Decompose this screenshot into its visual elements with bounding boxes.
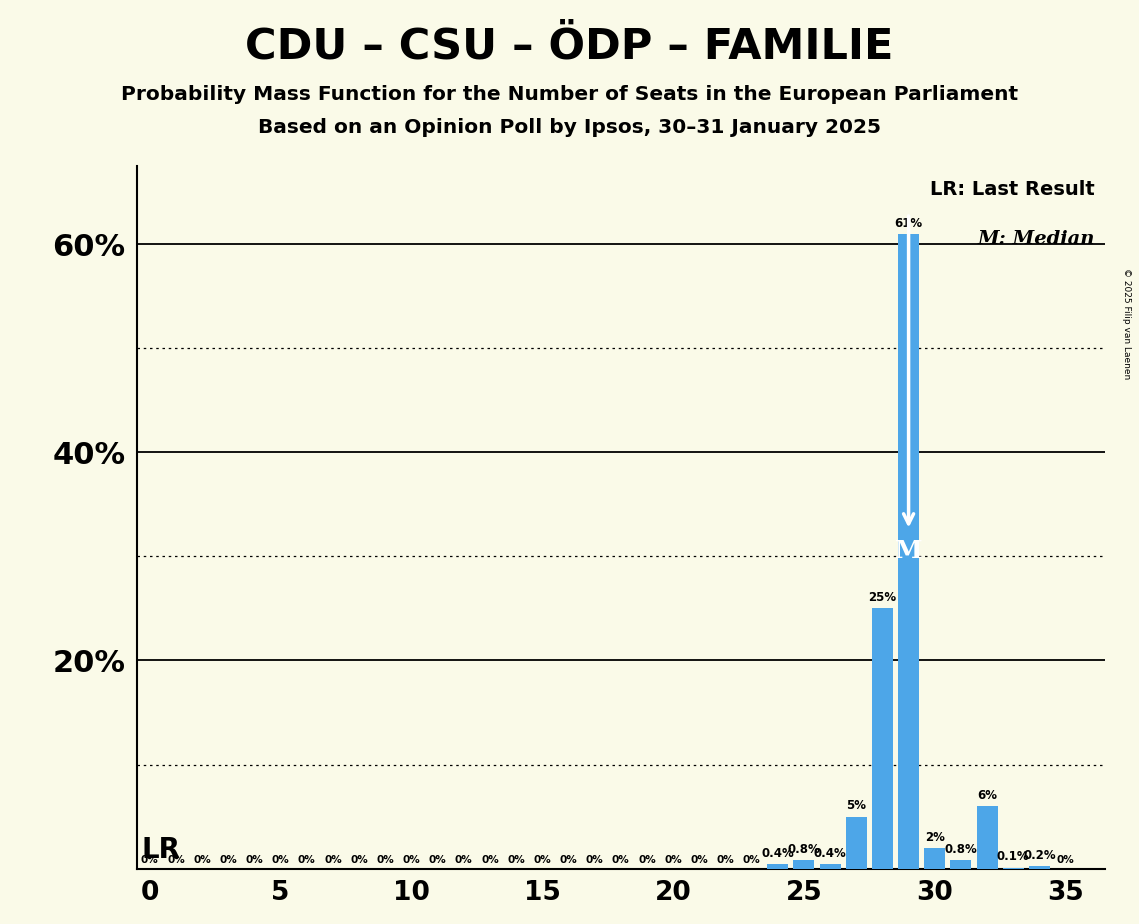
Bar (976, 806, 998, 869)
Text: 0%: 0% (194, 856, 211, 866)
Bar (820, 864, 841, 869)
Text: 0%: 0% (246, 856, 263, 866)
Text: CDU – CSU – ÖDP – FAMILIE: CDU – CSU – ÖDP – FAMILIE (245, 26, 894, 67)
Text: 0%: 0% (481, 856, 499, 866)
Text: 25%: 25% (868, 591, 896, 604)
Bar (872, 609, 893, 869)
Text: 0.8%: 0.8% (944, 843, 977, 856)
Bar (794, 860, 814, 869)
Text: Based on an Opinion Poll by Ipsos, 30–31 January 2025: Based on an Opinion Poll by Ipsos, 30–31… (259, 118, 880, 138)
Text: 0%: 0% (350, 856, 368, 866)
Text: 0%: 0% (141, 856, 158, 866)
Text: LR: Last Result: LR: Last Result (931, 180, 1095, 200)
Text: 0%: 0% (638, 856, 656, 866)
Text: 6%: 6% (977, 789, 997, 802)
Text: 0%: 0% (220, 856, 237, 866)
Bar (768, 864, 788, 869)
Text: 0%: 0% (716, 856, 735, 866)
Text: 0%: 0% (507, 856, 525, 866)
Text: 0%: 0% (743, 856, 761, 866)
Text: 5%: 5% (846, 799, 867, 812)
Bar (899, 234, 919, 869)
Text: 0%: 0% (428, 856, 446, 866)
Text: 0%: 0% (272, 856, 289, 866)
Text: 0%: 0% (167, 856, 185, 866)
Text: 0%: 0% (325, 856, 342, 866)
Bar (846, 817, 867, 869)
Text: 0.8%: 0.8% (787, 843, 820, 856)
Text: 0%: 0% (402, 856, 420, 866)
Bar (950, 860, 972, 869)
Text: 0.2%: 0.2% (1023, 849, 1056, 862)
Text: 0.4%: 0.4% (813, 847, 846, 860)
Text: © 2025 Filip van Laenen: © 2025 Filip van Laenen (1122, 268, 1131, 379)
Text: M: M (895, 540, 923, 564)
Text: 0%: 0% (376, 856, 394, 866)
Text: 0%: 0% (559, 856, 577, 866)
Text: 0%: 0% (612, 856, 630, 866)
Text: 0.4%: 0.4% (761, 847, 794, 860)
Text: 61%: 61% (894, 217, 923, 230)
Bar (1029, 867, 1050, 869)
Text: 0%: 0% (454, 856, 473, 866)
Text: 0.1%: 0.1% (997, 850, 1030, 863)
Text: 0%: 0% (664, 856, 682, 866)
Text: 0%: 0% (298, 856, 316, 866)
Text: Probability Mass Function for the Number of Seats in the European Parliament: Probability Mass Function for the Number… (121, 85, 1018, 104)
Bar (924, 847, 945, 869)
Bar (1002, 868, 1024, 869)
Text: 2%: 2% (925, 831, 944, 844)
Text: 0%: 0% (690, 856, 708, 866)
Text: LR: LR (142, 836, 181, 864)
Text: M: Median: M: Median (977, 229, 1095, 248)
Text: 0%: 0% (585, 856, 604, 866)
Text: 0%: 0% (533, 856, 551, 866)
Text: 0%: 0% (1057, 856, 1074, 866)
